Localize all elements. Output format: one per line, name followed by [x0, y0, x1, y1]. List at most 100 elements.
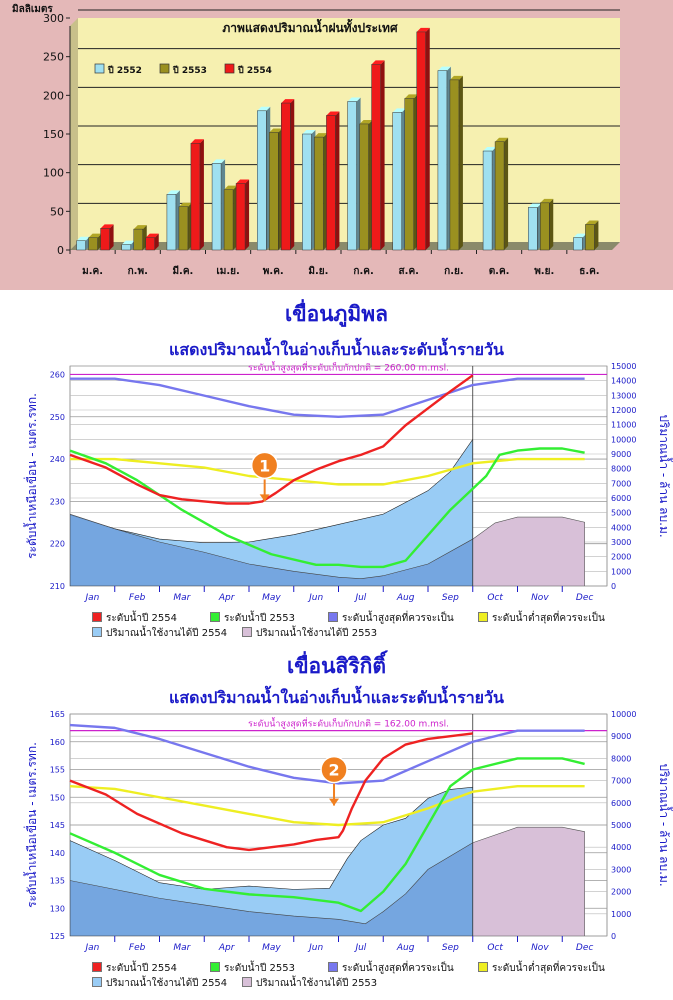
bar-face [528, 207, 538, 251]
bar-face [482, 150, 493, 251]
bar-ปี 2553 [314, 133, 328, 251]
right-tick-label: 2000 [611, 888, 631, 897]
legend-item: ปริมาณน้ำใช้งานได้ปี 2553 [242, 976, 377, 991]
month-label: Mar [173, 593, 191, 603]
right-tick-label: 4000 [611, 843, 631, 852]
bar-top [190, 139, 204, 144]
bar-face [145, 237, 155, 251]
left-tick-label: 220 [50, 540, 65, 549]
y-tick-label: 50 [50, 205, 64, 218]
y-tick-label: 0 [57, 244, 64, 257]
right-tick-label: 7000 [611, 777, 631, 786]
marker-badge [250, 451, 279, 480]
bar-top [145, 233, 159, 238]
bar-face [585, 224, 595, 251]
month-label: Oct [487, 943, 503, 953]
bar-top [269, 128, 283, 133]
bar-face [371, 64, 381, 251]
left-tick-label: 135 [50, 877, 65, 886]
legend-swatch [210, 612, 220, 622]
bar-side [549, 198, 554, 250]
right-tick-label: 2000 [611, 553, 631, 562]
bar-top [76, 236, 90, 241]
bar-side [199, 139, 204, 250]
dam1-line-chart: 0 1000 2000 3000 4000 5000 6000 7000 8000 9000 100… [23, 360, 673, 603]
month-label: Jul [353, 593, 366, 603]
bar-ปี 2554 [416, 27, 430, 251]
bar-top [416, 27, 430, 32]
bar-ปี 2553 [88, 233, 102, 251]
volume-2553-future-area [472, 826, 585, 936]
plot-floor [70, 242, 620, 250]
bar-top [257, 106, 271, 111]
y-tick-label: 250 [43, 51, 64, 64]
x-tick-label: พ.ย. [534, 266, 554, 277]
month-label: Mar [173, 943, 191, 953]
right-tick-label: 9000 [611, 450, 631, 459]
bar-top [224, 185, 238, 190]
bar-face [347, 101, 357, 251]
right-tick-label: 8000 [611, 754, 631, 763]
x-tick-label: เม.ย. [216, 266, 239, 277]
x-tick-label: ม.ค. [82, 266, 103, 277]
left-tick-label: 130 [50, 904, 65, 913]
bar-top [302, 130, 316, 134]
marker-label: 1 [259, 456, 270, 475]
legend-item: ระดับน้ำปี 2553 [210, 611, 295, 626]
bar-ปี 2553 [223, 185, 238, 251]
level-line-3 [69, 723, 585, 785]
bar-side [290, 99, 295, 250]
bar-top [495, 137, 509, 142]
legend-label: ปริมาณน้ำใช้งานได้ปี 2554 [106, 978, 228, 989]
x-tick-label: มี.ค. [172, 265, 193, 277]
bar-ปี 2552 [76, 236, 90, 251]
bar-face [449, 79, 460, 251]
left-tick-label: 210 [50, 582, 65, 591]
level-line-1 [69, 374, 474, 505]
legend-item: ระดับน้ำปี 2554 [92, 611, 177, 626]
right-tick-label: 5000 [611, 821, 631, 830]
max-level-annotation: ระดับน้ำสูงสุดที่ระดับเก็บกักปกติ = 260.… [248, 360, 449, 373]
right-tick-label: 13000 [611, 391, 636, 400]
bar-top [281, 99, 295, 104]
legend-label: ปริมาณน้ำใช้งานได้ปี 2554 [106, 628, 228, 639]
right-tick-label: 10000 [611, 710, 636, 719]
month-label: Nov [531, 943, 549, 953]
chart-title: ภาพแสดงปริมาณน้ำฝนทั้งประเทศ [222, 18, 398, 35]
right-tick-label: 6000 [611, 799, 631, 808]
right-tick-label: 15000 [611, 362, 636, 371]
x-tick-label: ต.ค. [489, 266, 510, 277]
right-tick-label: 12000 [611, 406, 636, 415]
month-label: Feb [129, 593, 146, 603]
month-label: Apr [218, 943, 236, 953]
legend-label: ระดับน้ำปี 2553 [224, 963, 296, 974]
level-line-2 [69, 447, 585, 569]
legend-swatch [328, 612, 338, 622]
bar-face [314, 136, 324, 251]
left-axis-title: ระดับน้ำเหนือเขื่อน - เมตร.รทก. [23, 393, 39, 559]
legend-label: ปี 2554 [237, 65, 272, 76]
bar-ปี 2552 [121, 240, 135, 251]
bar-face [121, 244, 131, 251]
bar-ปี 2553 [269, 128, 283, 251]
bar-ปี 2553 [585, 220, 599, 251]
month-label: Dec [576, 593, 593, 603]
legend-swatch [92, 962, 102, 972]
bar-ปี 2554 [235, 179, 250, 251]
bar-face [257, 110, 267, 251]
bar-top [166, 190, 180, 195]
volume-2553-future-area [472, 516, 585, 586]
legend-swatch [210, 962, 220, 972]
legend-swatch [224, 63, 235, 74]
dam1-title: เขื่อนภูมิพล [285, 302, 388, 326]
month-label: Sep [442, 593, 459, 603]
left-tick-label: 140 [50, 849, 65, 858]
bar-ปี 2554 [281, 99, 295, 251]
bar-ปี 2553 [449, 75, 463, 251]
x-tick-label: ส.ค. [399, 266, 419, 277]
bar-ปี 2552 [302, 130, 316, 251]
bar-top [326, 111, 340, 116]
bar-ปี 2553 [540, 198, 554, 251]
bar-top [404, 94, 418, 99]
bar-top [121, 240, 135, 245]
